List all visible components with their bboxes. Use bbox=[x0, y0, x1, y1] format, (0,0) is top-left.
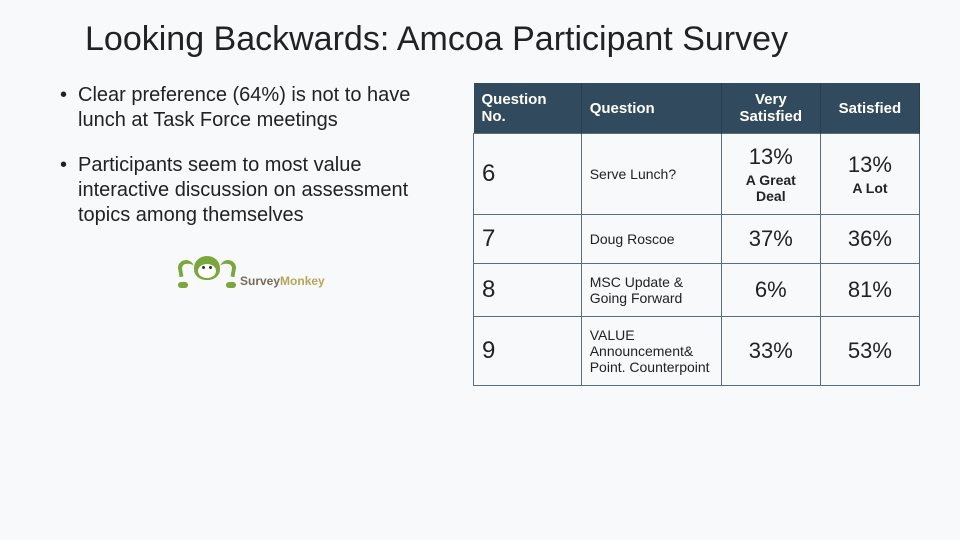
col-header-satisfied: Satisfied bbox=[820, 83, 919, 134]
cell-question-no: 7 bbox=[474, 215, 582, 264]
bullet-dot-icon: • bbox=[60, 153, 78, 228]
slide: Looking Backwards: Amcoa Participant Sur… bbox=[0, 0, 960, 540]
col-header-very-satisfied: Very Satisfied bbox=[721, 83, 820, 134]
table-row: 9 VALUE Announcement& Point. Counterpoin… bbox=[474, 317, 920, 386]
cell-sublabel: A Lot bbox=[829, 180, 911, 196]
table-header-row: Question No. Question Very Satisfied Sat… bbox=[474, 83, 920, 134]
col-header-question: Question bbox=[581, 83, 721, 134]
cell-very-satisfied: 37% bbox=[721, 215, 820, 264]
cell-satisfied: 13% A Lot bbox=[820, 134, 919, 215]
content-row: • Clear preference (64%) is not to have … bbox=[60, 83, 920, 386]
cell-question-no: 6 bbox=[474, 134, 582, 215]
page-title: Looking Backwards: Amcoa Participant Sur… bbox=[85, 20, 920, 59]
cell-very-satisfied: 33% bbox=[721, 317, 820, 386]
logo-text-part2: Monkey bbox=[280, 274, 325, 288]
cell-satisfied: 81% bbox=[820, 264, 919, 317]
cell-percent: 13% bbox=[730, 144, 812, 170]
table-row: 6 Serve Lunch? 13% A Great Deal 13% A Lo… bbox=[474, 134, 920, 215]
cell-question-no: 8 bbox=[474, 264, 582, 317]
list-item: • Clear preference (64%) is not to have … bbox=[60, 83, 455, 133]
bullet-dot-icon: • bbox=[60, 83, 78, 133]
cell-question-no: 9 bbox=[474, 317, 582, 386]
right-column: Question No. Question Very Satisfied Sat… bbox=[473, 83, 920, 386]
cell-question: MSC Update & Going Forward bbox=[581, 264, 721, 317]
left-column: • Clear preference (64%) is not to have … bbox=[60, 83, 455, 386]
cell-very-satisfied: 13% A Great Deal bbox=[721, 134, 820, 215]
bullet-text: Clear preference (64%) is not to have lu… bbox=[78, 83, 455, 133]
logo-text-part1: Survey bbox=[240, 274, 280, 288]
survey-table: Question No. Question Very Satisfied Sat… bbox=[473, 83, 920, 386]
cell-satisfied: 36% bbox=[820, 215, 919, 264]
cell-percent: 13% bbox=[829, 152, 911, 178]
monkey-icon bbox=[180, 248, 234, 292]
cell-question: VALUE Announcement& Point. Counterpoint bbox=[581, 317, 721, 386]
col-header-question-no: Question No. bbox=[474, 83, 582, 134]
table-row: 7 Doug Roscoe 37% 36% bbox=[474, 215, 920, 264]
logo-text: SurveyMonkey bbox=[240, 274, 325, 292]
cell-sublabel: A Great Deal bbox=[730, 172, 812, 204]
cell-question: Doug Roscoe bbox=[581, 215, 721, 264]
bullet-text: Participants seem to most value interact… bbox=[78, 153, 455, 228]
surveymonkey-logo: SurveyMonkey bbox=[180, 248, 325, 292]
cell-very-satisfied: 6% bbox=[721, 264, 820, 317]
table-row: 8 MSC Update & Going Forward 6% 81% bbox=[474, 264, 920, 317]
cell-question: Serve Lunch? bbox=[581, 134, 721, 215]
logo-area: SurveyMonkey bbox=[180, 248, 455, 297]
bullet-list: • Clear preference (64%) is not to have … bbox=[60, 83, 455, 228]
cell-satisfied: 53% bbox=[820, 317, 919, 386]
list-item: • Participants seem to most value intera… bbox=[60, 153, 455, 228]
